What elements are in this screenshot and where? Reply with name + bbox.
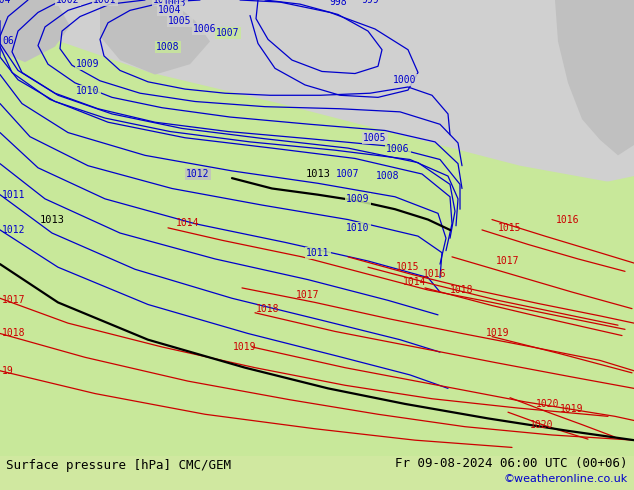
Polygon shape (580, 0, 634, 71)
Text: 1012: 1012 (186, 169, 210, 179)
Text: 1003: 1003 (163, 0, 187, 8)
Text: 1010: 1010 (346, 223, 370, 233)
Text: 1004: 1004 (0, 0, 12, 5)
Text: 1007: 1007 (336, 169, 359, 179)
Text: 1002: 1002 (56, 0, 80, 5)
Text: 1009: 1009 (76, 59, 100, 69)
Polygon shape (0, 0, 634, 186)
Text: 1009: 1009 (346, 194, 370, 204)
Text: 1018: 1018 (450, 285, 474, 295)
Text: 1020: 1020 (530, 419, 553, 430)
Text: 1016: 1016 (424, 270, 447, 279)
Text: 19: 19 (2, 366, 14, 376)
Text: 1018: 1018 (256, 304, 280, 314)
Text: 1014: 1014 (176, 218, 200, 228)
Text: 1008: 1008 (156, 42, 180, 51)
Text: 1019: 1019 (486, 328, 510, 339)
Text: 1005: 1005 (363, 133, 387, 143)
Text: 1011: 1011 (306, 248, 330, 258)
Text: 1010: 1010 (76, 86, 100, 96)
Text: 1005: 1005 (168, 16, 191, 25)
Text: 1017: 1017 (496, 256, 520, 266)
Text: 1000: 1000 (153, 0, 177, 5)
Polygon shape (0, 93, 60, 157)
Text: 1016: 1016 (556, 215, 579, 224)
Text: 998: 998 (329, 0, 347, 7)
Text: 1019: 1019 (233, 342, 257, 352)
Text: ©weatheronline.co.uk: ©weatheronline.co.uk (503, 474, 628, 484)
Text: 1019: 1019 (560, 404, 584, 414)
Text: 1013: 1013 (306, 169, 330, 179)
Text: 1006: 1006 (386, 144, 410, 154)
Text: 1007: 1007 (216, 28, 240, 38)
Text: 1017: 1017 (2, 295, 25, 305)
Text: 1013: 1013 (39, 215, 65, 224)
Text: 999: 999 (361, 0, 378, 5)
Text: 1017: 1017 (296, 290, 320, 300)
Text: Surface pressure [hPa] CMC/GEM: Surface pressure [hPa] CMC/GEM (6, 459, 231, 472)
Text: 1000: 1000 (393, 75, 417, 85)
Text: 1011: 1011 (2, 190, 25, 200)
Text: 1015: 1015 (396, 262, 420, 272)
Text: 1008: 1008 (376, 171, 400, 181)
Text: 06: 06 (2, 36, 14, 47)
Text: 1020: 1020 (536, 399, 560, 409)
Text: 1006: 1006 (193, 24, 217, 34)
Text: 1015: 1015 (498, 223, 522, 233)
Text: 1004: 1004 (158, 5, 182, 15)
Text: 1014: 1014 (403, 277, 427, 287)
Text: Fr 09-08-2024 06:00 UTC (00+06): Fr 09-08-2024 06:00 UTC (00+06) (395, 457, 628, 469)
Polygon shape (0, 98, 634, 456)
Polygon shape (100, 0, 210, 74)
Text: 1012: 1012 (2, 225, 25, 235)
Polygon shape (0, 0, 70, 62)
Polygon shape (555, 0, 634, 155)
Text: 1018: 1018 (2, 328, 25, 339)
Text: 1001: 1001 (93, 0, 117, 5)
